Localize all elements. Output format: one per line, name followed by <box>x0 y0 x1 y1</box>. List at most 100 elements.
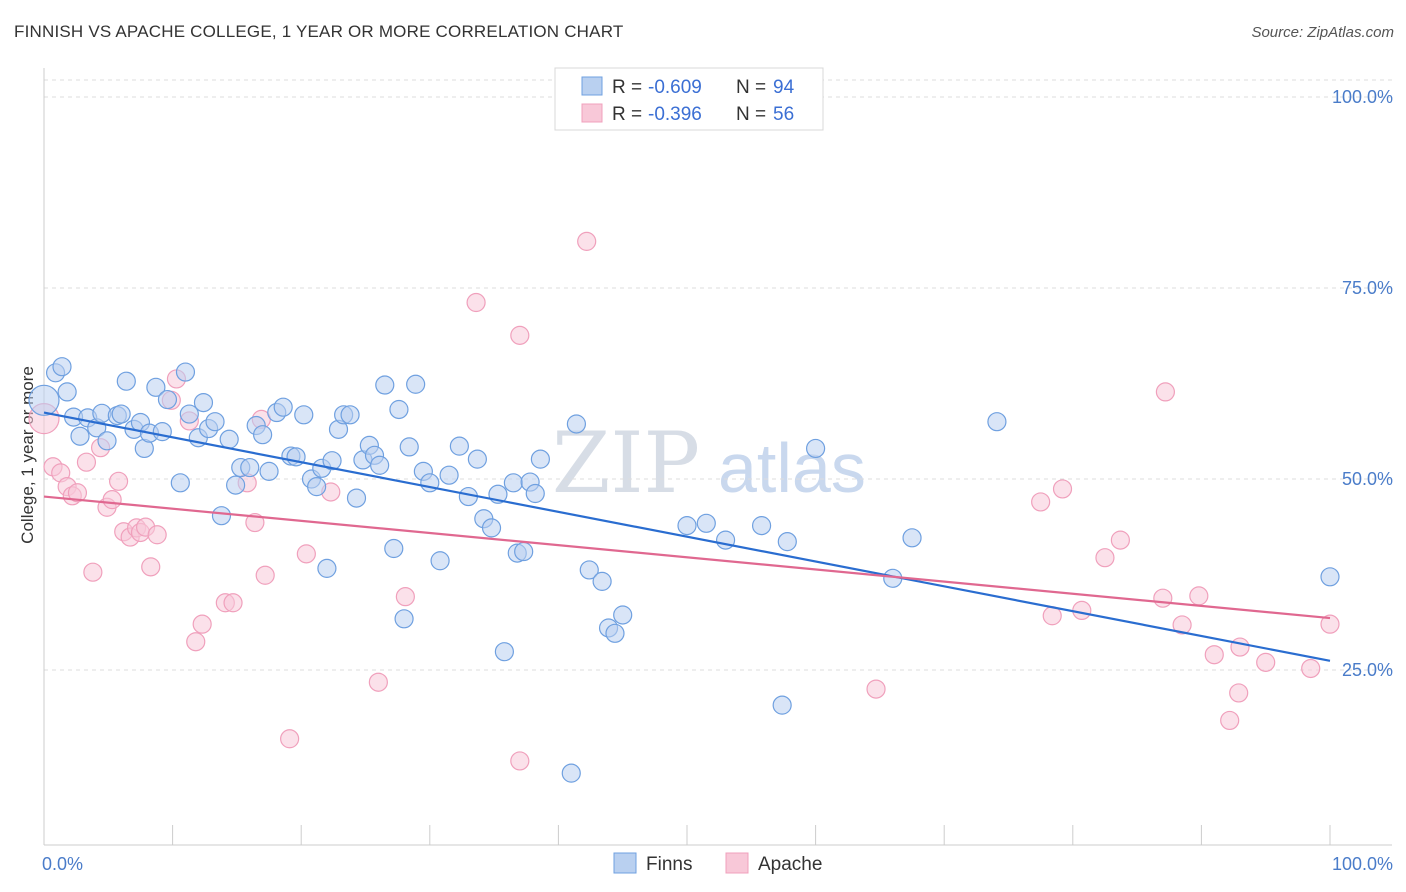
finns-point <box>346 488 367 508</box>
apache-point <box>192 614 212 634</box>
finns-point <box>399 437 419 457</box>
apache-point <box>1204 645 1224 665</box>
apache-point <box>510 325 530 345</box>
finns-point <box>322 451 342 471</box>
apache-point <box>1153 588 1173 608</box>
apache-point <box>577 231 597 251</box>
finns-point <box>1320 567 1340 587</box>
stats-legend: R = -0.609 N = 94 R = -0.396 N = 56 <box>554 67 824 131</box>
apache-point <box>108 471 129 491</box>
watermark-atlas: atlas <box>718 429 866 507</box>
bottom-legend-label-apache: Apache <box>758 854 822 875</box>
finns-trend-line <box>43 411 1331 662</box>
finns-point <box>307 477 327 497</box>
finns-point <box>777 532 797 552</box>
apache-point <box>1301 658 1321 679</box>
legend-r-value-apache: -0.396 <box>648 104 702 125</box>
x-tick-labels: 0.0% 100.0% <box>42 854 1393 874</box>
y-tick-label: 50.0% <box>1342 469 1393 489</box>
finns-point <box>503 473 523 493</box>
finns-point <box>111 404 131 424</box>
finns-point <box>605 623 625 643</box>
finns-point <box>205 412 225 432</box>
finns-point <box>566 414 587 434</box>
bottom-legend-label-finns: Finns <box>646 854 692 875</box>
finns-point <box>525 483 545 504</box>
legend-r-value-finns: -0.609 <box>648 77 702 98</box>
bottom-legend: Finns Apache <box>613 852 822 875</box>
finns-point <box>467 449 487 469</box>
axes <box>43 68 1392 846</box>
finns-point <box>28 384 60 416</box>
apache-point <box>1229 683 1249 703</box>
finns-point <box>211 506 232 526</box>
legend-n-value-finns: 94 <box>773 77 795 98</box>
finns-point <box>240 457 260 478</box>
apache-point <box>1155 382 1175 402</box>
finns-point <box>805 438 826 459</box>
finns-point <box>481 518 502 538</box>
apache-point <box>1052 479 1073 499</box>
finns-point <box>430 551 450 571</box>
finns-point <box>514 541 534 562</box>
finns-point <box>439 465 459 485</box>
y-tick-label: 100.0% <box>1332 87 1393 107</box>
finns-point <box>170 473 190 493</box>
finns-point <box>340 405 360 425</box>
finns-point <box>677 516 697 536</box>
apache-point <box>280 729 300 749</box>
y-tick-labels: 25.0% 50.0% 75.0% 100.0% <box>1332 87 1393 680</box>
apache-point <box>466 292 486 313</box>
finns-point <box>902 528 922 548</box>
apache-point <box>1110 530 1130 550</box>
watermark: ZIP atlas <box>552 414 866 512</box>
apache-point <box>255 565 275 585</box>
apache-point <box>1095 548 1115 568</box>
finns-point <box>772 695 792 715</box>
apache-point <box>296 544 316 564</box>
apache-point <box>1320 614 1340 634</box>
apache-point <box>1072 600 1092 621</box>
legend-swatch-finns <box>581 76 603 96</box>
finns-point <box>613 605 633 625</box>
finns-point <box>317 558 337 578</box>
legend-swatch-apache <box>581 103 603 123</box>
finns-point <box>494 642 514 662</box>
finns-point <box>152 422 172 442</box>
legend-n-label-apache: N = <box>736 104 766 125</box>
apache-point <box>1230 637 1250 657</box>
apache-point <box>395 587 415 607</box>
bottom-legend-swatch-apache <box>725 852 749 874</box>
apache-point <box>866 679 886 699</box>
apache-point <box>1031 492 1051 512</box>
apache-point <box>76 452 97 472</box>
finns-point <box>219 429 239 449</box>
apache-point <box>223 593 243 613</box>
y-tick-label: 75.0% <box>1342 278 1393 298</box>
apache-point <box>1189 586 1209 606</box>
finns-point <box>375 375 395 395</box>
legend-n-value-apache: 56 <box>773 104 794 125</box>
finns-point <box>175 362 196 382</box>
finns-point <box>389 399 409 420</box>
apache-trend-line <box>43 495 1331 620</box>
apache-point <box>102 490 122 510</box>
finns-point <box>592 571 612 591</box>
legend-r-label-finns: R = <box>612 77 642 98</box>
y-tick-label: 25.0% <box>1342 660 1393 680</box>
apache-point <box>1220 710 1240 731</box>
finns-point <box>561 763 581 783</box>
trend-lines <box>43 411 1331 662</box>
finns-point <box>406 374 426 394</box>
apache-point <box>245 512 265 533</box>
apache-point <box>67 483 88 503</box>
finns-point <box>696 513 716 533</box>
chart-title: FINNISH VS APACHE COLLEGE, 1 YEAR OR MOR… <box>14 22 624 41</box>
legend-r-label-apache: R = <box>612 104 642 125</box>
finns-point <box>179 404 199 424</box>
x-tick-label-right: 100.0% <box>1332 854 1393 874</box>
finns-point <box>449 436 469 456</box>
apache-point <box>1172 615 1192 635</box>
apache-point <box>186 632 206 652</box>
finns-point <box>52 357 72 377</box>
